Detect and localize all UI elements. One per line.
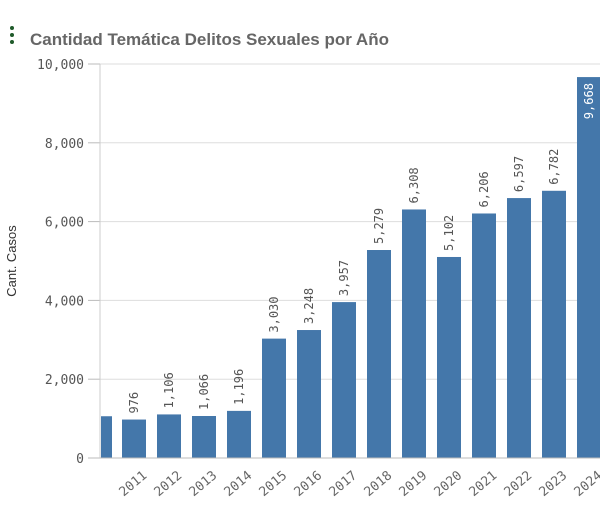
bar-2022[interactable] (507, 198, 531, 459)
menu-icon[interactable] (10, 26, 14, 47)
bar-2017[interactable] (332, 302, 356, 458)
bar-2018[interactable] (367, 250, 391, 458)
x-tick-label: 2011 (117, 468, 151, 500)
y-tick-label: 2,000 (45, 373, 84, 388)
x-tick-label: 2021 (467, 468, 501, 500)
data-label: 3,030 (267, 296, 281, 332)
x-tick-label: 2019 (397, 468, 431, 500)
bar-2012[interactable] (157, 414, 181, 458)
data-label: 6,597 (512, 156, 526, 192)
data-label: 5,279 (372, 208, 386, 244)
y-tick-label: 8,000 (45, 137, 84, 152)
x-tick-label: 2022 (502, 468, 536, 500)
bar-2013[interactable] (192, 415, 216, 458)
data-label: 3,957 (337, 260, 351, 296)
bar-2023[interactable] (542, 190, 566, 459)
bar-2016[interactable] (297, 330, 321, 458)
data-label: 3,248 (302, 288, 316, 324)
data-label: 1,106 (162, 372, 176, 408)
data-label: 9,668 (582, 83, 596, 119)
chart-title: Cantidad Temática Delitos Sexuales por A… (30, 30, 389, 49)
x-tick-label: 2017 (327, 468, 361, 500)
x-tick-label: 2013 (187, 468, 221, 500)
y-axis-label: Cant. Casos (4, 225, 19, 297)
bar-2020[interactable] (437, 256, 461, 458)
y-tick-label: 10,000 (37, 58, 84, 73)
bar-2019[interactable] (402, 209, 426, 458)
x-tick-label: 2023 (537, 468, 571, 500)
data-label: 6,782 (547, 149, 561, 185)
x-tick-label: 2018 (362, 468, 396, 500)
y-tick-label: 6,000 (45, 216, 84, 231)
bar-2014[interactable] (227, 410, 251, 458)
data-label: 6,308 (407, 167, 421, 203)
data-label: 976 (127, 392, 141, 414)
data-label: 1,066 (197, 374, 211, 410)
y-tick-label: 4,000 (45, 294, 84, 309)
bar-2011[interactable] (122, 419, 146, 458)
bar-clipped[interactable] (101, 416, 112, 458)
data-label: 1,196 (232, 369, 246, 405)
x-tick-label: 2020 (432, 468, 466, 500)
bar-2021[interactable] (472, 213, 496, 458)
data-label: 6,206 (477, 171, 491, 207)
x-tick-label: 2015 (257, 468, 291, 500)
data-label: 5,102 (442, 215, 456, 251)
x-tick-label: 2016 (292, 468, 326, 500)
x-tick-label: 2024 (572, 468, 600, 500)
bar-2015[interactable] (262, 338, 286, 458)
y-tick-label: 0 (76, 452, 84, 467)
x-tick-label: 2014 (222, 468, 256, 500)
x-tick-label: 2012 (152, 468, 186, 500)
bar-2024[interactable] (577, 77, 600, 458)
